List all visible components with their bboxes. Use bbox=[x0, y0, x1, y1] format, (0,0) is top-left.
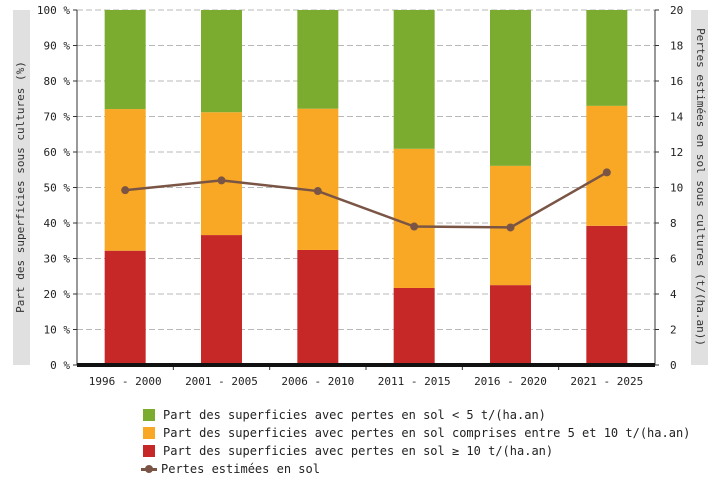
bar-segment bbox=[586, 105, 628, 226]
bar-segment bbox=[104, 10, 146, 110]
bar-segment bbox=[104, 109, 146, 251]
right-tick-label: 8 bbox=[670, 217, 677, 230]
right-axis-ticks: 0 2 4 6 8 10 12 14 16 18 20 bbox=[655, 4, 684, 372]
legend-item-mid[interactable]: Part des superficies avec pertes en sol … bbox=[143, 424, 690, 442]
legend-label-low: Part des superficies avec pertes en sol … bbox=[163, 408, 546, 422]
left-tick-label: 0 % bbox=[50, 359, 70, 372]
left-tick-label: 80 % bbox=[44, 75, 71, 88]
line-point bbox=[506, 223, 515, 232]
legend-item-high[interactable]: Part des superficies avec pertes en sol … bbox=[143, 442, 690, 460]
left-tick-label: 100 % bbox=[37, 4, 70, 17]
bar-segment bbox=[586, 225, 628, 365]
legend-label-mid: Part des superficies avec pertes en sol … bbox=[163, 426, 691, 440]
bar-segment bbox=[297, 249, 339, 365]
left-axis-title-band bbox=[13, 10, 30, 365]
line-point bbox=[121, 186, 130, 195]
bar-segment bbox=[201, 112, 242, 236]
right-tick-label: 4 bbox=[670, 288, 677, 301]
x-tick-label: 2011 - 2015 bbox=[378, 375, 451, 388]
left-tick-label: 50 % bbox=[44, 182, 71, 195]
x-axis-ticks: 1996 - 2000 2001 - 2005 2006 - 2010 2011 - … bbox=[89, 365, 643, 388]
bar-segment bbox=[201, 10, 242, 113]
left-tick-label: 90 % bbox=[44, 40, 71, 53]
legend-swatch-line bbox=[141, 463, 157, 475]
bar-segment bbox=[393, 10, 435, 149]
legend: Part des superficies avec pertes en sol … bbox=[141, 406, 690, 478]
x-tick-label: 2016 - 2020 bbox=[474, 375, 547, 388]
bar-segment bbox=[201, 235, 242, 365]
left-tick-label: 10 % bbox=[44, 324, 71, 337]
legend-item-low[interactable]: Part des superficies avec pertes en sol … bbox=[143, 406, 690, 424]
bar-segment bbox=[297, 108, 339, 250]
bar-segment bbox=[297, 10, 339, 109]
bar-segment bbox=[586, 10, 628, 106]
right-tick-label: 10 bbox=[670, 182, 683, 195]
axes bbox=[76, 10, 656, 367]
line-path bbox=[125, 171, 608, 229]
right-tick-label: 20 bbox=[670, 4, 683, 17]
bars bbox=[104, 10, 628, 365]
right-tick-label: 12 bbox=[670, 146, 683, 159]
right-tick-label: 18 bbox=[670, 40, 683, 53]
line-point bbox=[217, 176, 226, 185]
x-tick-label: 1996 - 2000 bbox=[89, 375, 162, 388]
right-tick-label: 2 bbox=[670, 324, 677, 337]
bar-segment bbox=[490, 10, 531, 166]
right-axis-title-band bbox=[691, 10, 708, 365]
gridlines bbox=[77, 9, 655, 330]
left-tick-label: 20 % bbox=[44, 288, 71, 301]
left-tick-label: 30 % bbox=[44, 253, 71, 266]
right-tick-label: 6 bbox=[670, 253, 677, 266]
line-point bbox=[313, 187, 322, 196]
legend-label-line: Pertes estimées en sol bbox=[161, 462, 320, 476]
left-tick-label: 70 % bbox=[44, 111, 71, 124]
x-tick-label: 2001 - 2005 bbox=[185, 375, 258, 388]
bar-segment bbox=[490, 285, 531, 365]
right-tick-label: 0 bbox=[670, 359, 677, 372]
line-point bbox=[410, 222, 419, 231]
legend-item-line[interactable]: Pertes estimées en sol bbox=[141, 460, 690, 478]
bar-segment bbox=[104, 250, 146, 365]
x-tick-label: 2006 - 2010 bbox=[281, 375, 354, 388]
right-tick-label: 16 bbox=[670, 75, 683, 88]
bar-segment bbox=[393, 148, 435, 288]
x-tick-label: 2021 - 2025 bbox=[570, 375, 643, 388]
line-point bbox=[602, 168, 611, 177]
legend-swatch-low bbox=[143, 409, 155, 421]
stacked-bar-line-chart: Part des superficies sous cultures (%) P… bbox=[13, 4, 708, 388]
left-axis-title: Part des superficies sous cultures (%) bbox=[14, 61, 27, 313]
legend-swatch-mid bbox=[143, 427, 155, 439]
line-series bbox=[121, 168, 611, 232]
left-axis-ticks: 0 % 10 % 20 % 30 % 40 % 50 % 60 % 70 % 80 % 90 % 1… bbox=[37, 4, 77, 372]
left-tick-label: 40 % bbox=[44, 217, 71, 230]
left-tick-label: 60 % bbox=[44, 146, 71, 159]
bar-segment bbox=[393, 287, 435, 365]
legend-label-high: Part des superficies avec pertes en sol … bbox=[163, 444, 554, 458]
right-tick-label: 14 bbox=[670, 111, 684, 124]
legend-swatch-high bbox=[143, 445, 155, 457]
right-axis-title: Pertes estimées en sol sous cultures (t/… bbox=[694, 28, 707, 346]
